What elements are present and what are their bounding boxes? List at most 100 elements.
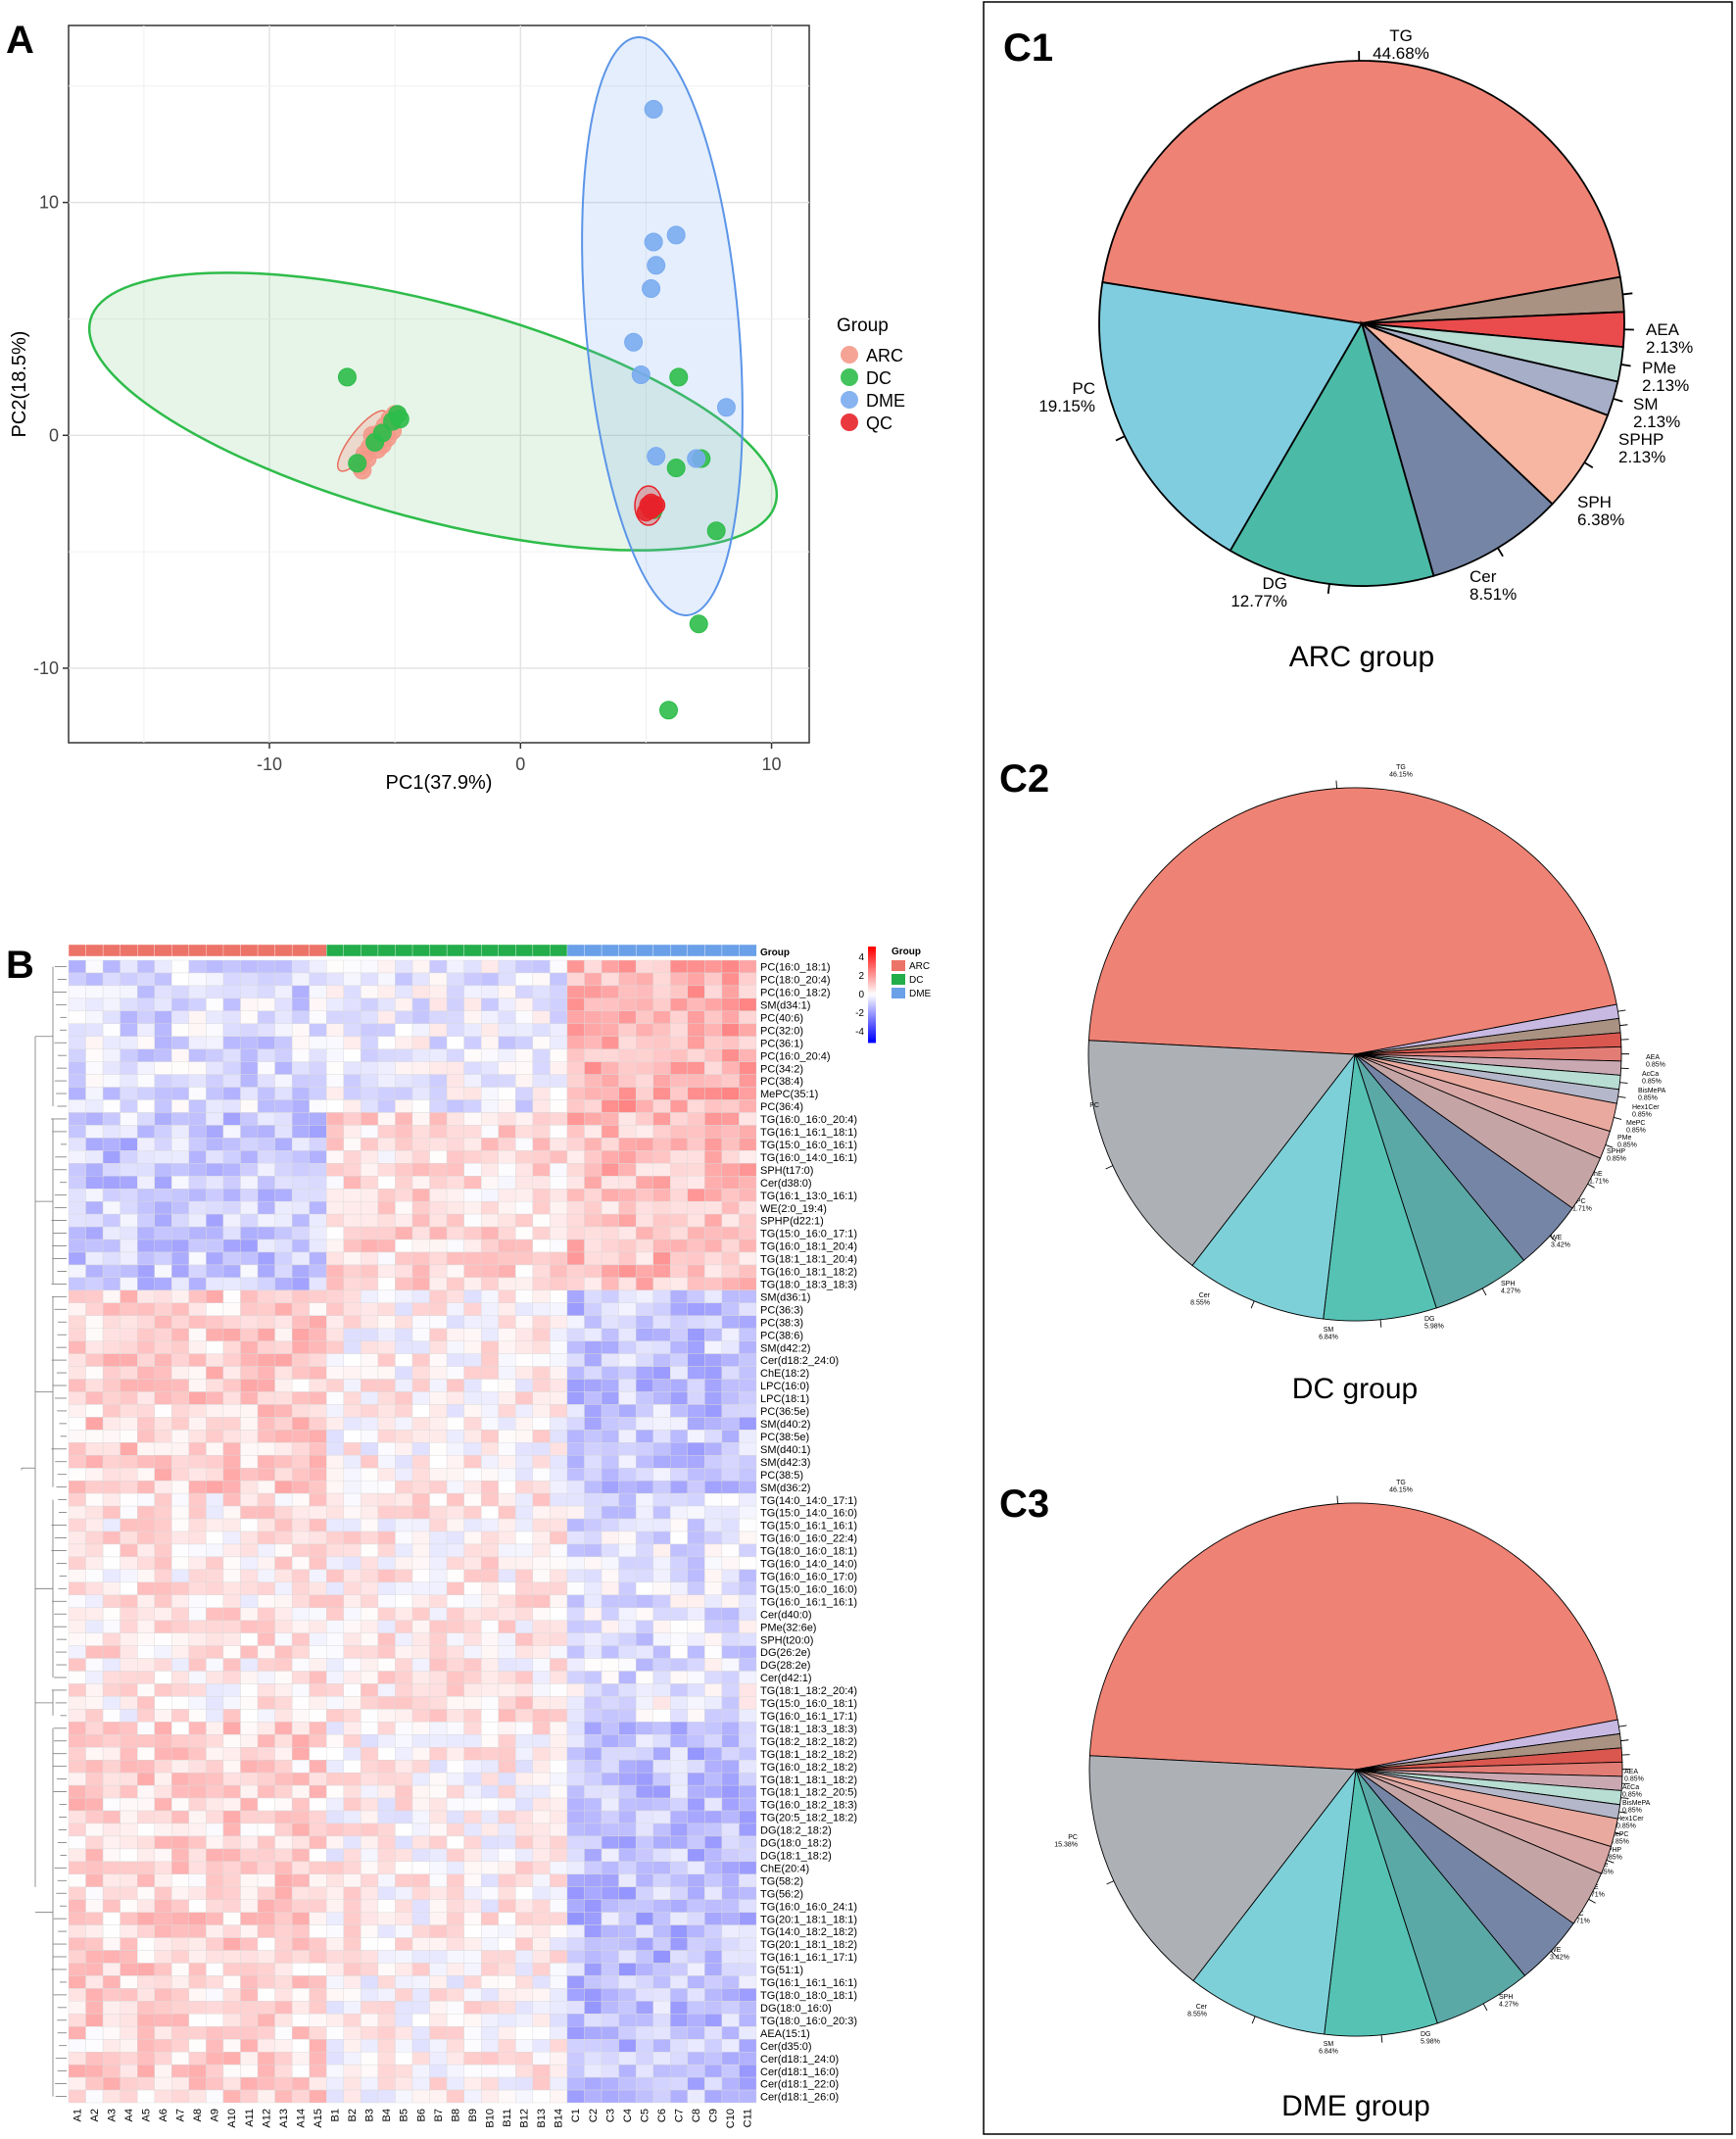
heatmap-cell [136, 1277, 155, 1291]
heatmap-cell [154, 1455, 172, 1469]
heatmap-cell [618, 1277, 637, 1291]
heatmap-cell [395, 1772, 413, 1786]
column-label: B6 [415, 2109, 427, 2121]
heatmap-cell [411, 1200, 430, 1215]
heatmap-cell [291, 1302, 310, 1316]
heatmap-cell [171, 1163, 190, 1177]
heatmap-cell [618, 1671, 637, 1684]
heatmap-cell [343, 1620, 362, 1633]
heatmap-cell [618, 1430, 637, 1443]
heatmap-cell [291, 1683, 310, 1697]
heatmap-cell [411, 1048, 430, 1062]
heatmap-cell [395, 1468, 413, 1482]
heatmap-cell [670, 1138, 688, 1151]
heatmap-cell [566, 1772, 585, 1786]
heatmap-cell [532, 1594, 551, 1608]
heatmap-cell [429, 1455, 448, 1469]
colorbar-tick-label: 2 [858, 971, 864, 982]
heatmap-cell [222, 1784, 241, 1799]
colorbar-segment [868, 960, 876, 964]
heatmap-cell [68, 1087, 86, 1100]
heatmap-cell [481, 1099, 499, 1113]
heatmap-cell [257, 1709, 275, 1723]
row-label: Cer(d35:0) [760, 2041, 812, 2053]
heatmap-cell [652, 1442, 671, 1456]
heatmap-cell [652, 1797, 671, 1812]
heatmap-cell [498, 1988, 516, 2002]
heatmap-cell [120, 985, 138, 999]
heatmap-cell [429, 959, 448, 974]
heatmap-cell [291, 1430, 310, 1443]
heatmap-cell [550, 1671, 568, 1684]
heatmap-cell [566, 959, 585, 974]
heatmap-cell [687, 1251, 705, 1266]
heatmap-cell [326, 1150, 344, 1164]
heatmap-cell [463, 1213, 482, 1228]
heatmap-cell [361, 1023, 379, 1037]
heatmap-cell [395, 1505, 413, 1520]
heatmap-cell [550, 1061, 568, 1075]
heatmap-cell [68, 2076, 86, 2091]
heatmap-cell [618, 1759, 637, 1774]
heatmap-cell [584, 1835, 603, 1850]
heatmap-cell [102, 1988, 121, 2002]
heatmap-cell [515, 1975, 534, 1989]
group-bar-cell [635, 944, 654, 957]
heatmap-cell [274, 1658, 293, 1672]
heatmap-cell [120, 1899, 138, 1913]
heatmap-cell [188, 1912, 207, 1925]
heatmap-cell [721, 2064, 740, 2078]
heatmap-cell [687, 1759, 705, 1774]
heatmap-cell [274, 1835, 293, 1850]
heatmap-cell [171, 1518, 190, 1532]
heatmap-cell [102, 1975, 121, 1989]
heatmap-cell [652, 985, 671, 999]
heatmap-cell [721, 1569, 740, 1583]
heatmap-cell [704, 1937, 723, 1951]
heatmap-cell [498, 1074, 516, 1088]
heatmap-cell [584, 1036, 603, 1049]
heatmap-cell [85, 1620, 104, 1633]
heatmap-cell [222, 1251, 241, 1266]
heatmap-cell [291, 972, 310, 987]
row-label: AEA(15:1) [760, 2028, 810, 2040]
heatmap-cell [635, 1899, 653, 1913]
heatmap-cell [584, 1569, 603, 1583]
heatmap-cell [326, 1988, 344, 2002]
heatmap-cell [188, 1556, 207, 1571]
heatmap-cell [395, 1886, 413, 1900]
heatmap-cell [429, 1200, 448, 1215]
heatmap-cell [395, 1797, 413, 1812]
heatmap-cell [566, 1112, 585, 1126]
heatmap-cell [446, 1505, 464, 1520]
heatmap-cell [739, 1645, 757, 1659]
heatmap-cell [102, 1125, 121, 1139]
heatmap-cell [670, 1861, 688, 1875]
heatmap-cell [411, 2051, 430, 2066]
heatmap-cell [85, 1658, 104, 1672]
heatmap-cell [395, 1924, 413, 1938]
heatmap-cell [411, 1176, 430, 1190]
heatmap-cell [481, 1353, 499, 1367]
heatmap-cell [584, 2089, 603, 2104]
heatmap-cell [326, 1835, 344, 1850]
group-bar-cell [704, 944, 723, 957]
heatmap-cell [429, 1607, 448, 1621]
heatmap-cell [429, 1899, 448, 1913]
row-label: TG(16:0_16:1_17:1) [760, 1711, 857, 1723]
heatmap-cell [85, 1430, 104, 1443]
heatmap-cell [532, 1251, 551, 1266]
heatmap-cell [343, 1861, 362, 1875]
heatmap-cell [652, 1518, 671, 1532]
heatmap-cell [566, 1099, 585, 1113]
heatmap-cell [739, 1251, 757, 1266]
heatmap-cell [188, 1569, 207, 1583]
heatmap-cell [463, 1594, 482, 1608]
heatmap-cell [309, 1594, 327, 1608]
heatmap-cell [704, 1328, 723, 1341]
heatmap-cell [704, 1480, 723, 1494]
heatmap-cell [343, 1163, 362, 1177]
heatmap-cell [222, 1188, 241, 1202]
heatmap-cell [498, 2064, 516, 2078]
heatmap-cell [395, 1430, 413, 1443]
